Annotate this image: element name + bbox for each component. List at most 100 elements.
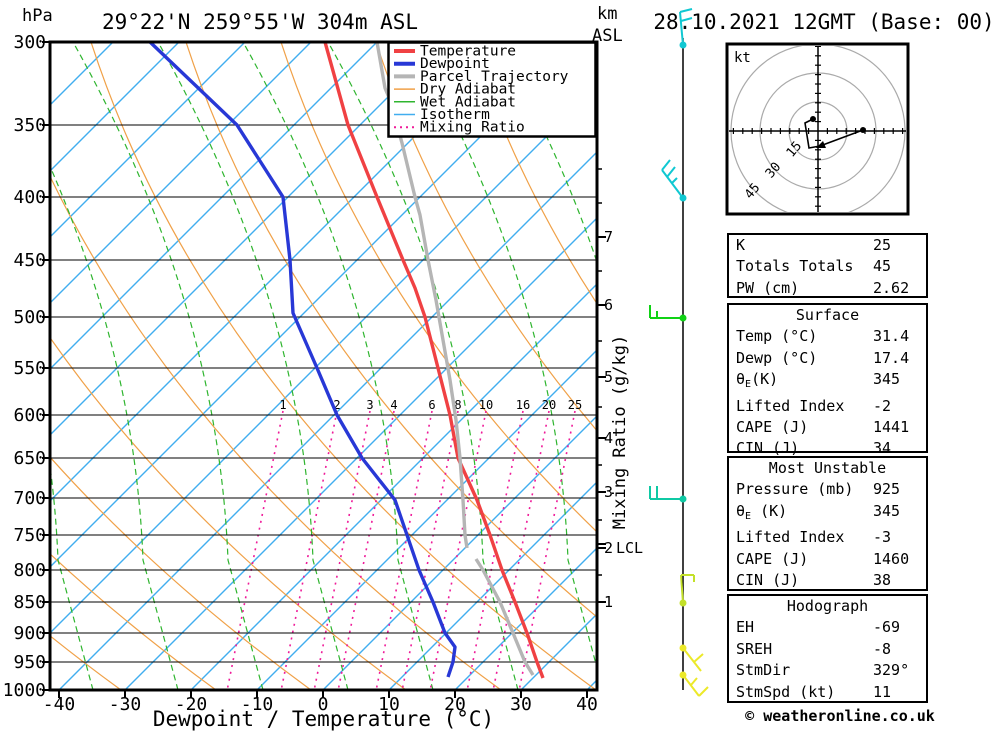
pressure-axis-unit: hPa	[22, 6, 53, 26]
row-label: PW (cm)	[736, 278, 800, 297]
mixing-ratio-label: 20	[542, 398, 556, 412]
isotherm-line	[51, 43, 443, 435]
isotherm-line	[389, 482, 596, 689]
watermark: © weatheronline.co.uk	[745, 707, 935, 725]
pressure-label-800: 800	[13, 560, 46, 581]
row-value: 45	[873, 257, 892, 276]
mixing-ratio-label: 10	[479, 398, 493, 412]
page-title: 29°22'N 259°55'W 304m ASL	[101, 10, 419, 34]
indices-table-surface: Surface Temp (°C) 31.4 Dewp (°C) 17.4 θE(K) 34…	[727, 303, 928, 457]
row-value: 17.4	[873, 348, 910, 367]
km-label-7: 7	[604, 228, 613, 246]
row-label: Pressure (mb)	[736, 480, 854, 499]
table-header: Hodograph	[786, 597, 869, 615]
table-row: CIN (J) 34	[729, 438, 926, 459]
x-tick-label--10: -10	[241, 694, 274, 715]
table-row: Pressure (mb) 925	[729, 479, 926, 500]
x-tick-label-40: 40	[576, 694, 598, 715]
mixing-ratio-line	[280, 410, 338, 689]
mixing-ratio-label: 1	[279, 398, 286, 412]
mixing-ratio-axis-label: Mixing Ratio (g/kg)	[610, 335, 630, 529]
dry-adiabat-line	[51, 176, 501, 689]
hodograph-unit: kt	[734, 50, 751, 66]
dry-adiabat-line	[280, 43, 596, 532]
wind-barb-column	[649, 8, 709, 697]
table-row: EH -69	[729, 617, 926, 638]
legend-entry-label: Temperature	[420, 44, 516, 60]
run-date: 28.10.2021 12GMT (Base: 00)	[653, 10, 995, 34]
indices-table-most-unstable: Most Unstable Pressure (mb) 925 θE (K) 345 Li…	[727, 456, 928, 591]
pressure-label-750: 750	[13, 525, 46, 546]
x-tick-label--20: -20	[175, 694, 208, 715]
dry-adiabat-line	[375, 43, 596, 431]
row-value: 2.62	[873, 278, 910, 297]
pressure-label-400: 400	[13, 187, 46, 208]
wind-barb	[649, 486, 687, 503]
pressure-label-950: 950	[13, 652, 46, 673]
row-label: θE (K)	[736, 501, 788, 522]
table-row: θE(K) 345	[729, 369, 926, 395]
table-header: Surface	[795, 306, 860, 324]
row-label: θE(K)	[736, 370, 779, 391]
row-label: Temp (°C)	[736, 327, 818, 346]
row-label: Lifted Index	[736, 396, 845, 415]
x-tick-label--30: -30	[109, 694, 142, 715]
lcl-label: LCL	[616, 539, 643, 557]
table-row: StmSpd (kt) 11	[729, 682, 926, 703]
wet-adiabat-line	[72, 43, 264, 689]
isotherm-line	[455, 548, 596, 689]
isotherm-line	[51, 43, 509, 501]
dry-adiabat-line	[90, 43, 596, 689]
legend-entry-label: Wet Adiabat	[420, 94, 516, 110]
wind-barb	[679, 644, 704, 672]
row-value: 329°	[873, 661, 910, 680]
km-label-5: 5	[604, 368, 613, 386]
wet-adiabat-line	[157, 43, 349, 689]
km-label-3: 3	[604, 483, 613, 501]
legend-entry-label: Mixing Ratio	[420, 120, 525, 136]
table-row: Totals Totals 45	[729, 256, 926, 277]
table-row: CIN (J) 38	[729, 570, 926, 591]
mixing-ratio-label: 6	[428, 398, 435, 412]
wet-adiabat-line	[497, 43, 596, 262]
legend-box	[387, 41, 597, 138]
x-axis-label: Dewpoint / Temperature (°C)	[152, 707, 495, 731]
mixing-ratio-line	[313, 410, 371, 689]
row-label: CIN (J)	[736, 571, 800, 590]
row-value: 925	[873, 480, 901, 499]
table-row: SREH -8	[729, 639, 926, 660]
x-tick-label-0: 0	[318, 694, 329, 715]
dewpoint-curve	[148, 43, 457, 678]
wind-barb	[679, 8, 693, 49]
row-value: 345	[873, 501, 901, 520]
table-row: θE (K) 345	[729, 501, 926, 527]
isotherm-line	[191, 284, 596, 689]
table-row: StmDir 329°	[729, 660, 926, 681]
pressure-label-850: 850	[13, 592, 46, 613]
wet-adiabat-line	[242, 43, 434, 689]
table-header: Most Unstable	[768, 459, 887, 477]
pressure-label-450: 450	[13, 250, 46, 271]
dry-adiabat-line	[51, 337, 406, 689]
row-value: -69	[873, 618, 901, 637]
hodograph-arrowhead	[816, 141, 826, 148]
legend-entry-label: Isotherm	[420, 107, 490, 123]
row-label: Lifted Index	[736, 528, 845, 547]
pressure-label-700: 700	[13, 488, 46, 509]
row-value: 1460	[873, 549, 910, 568]
pressure-label-900: 900	[13, 623, 46, 644]
x-tick-label--40: -40	[43, 694, 76, 715]
wind-barb	[661, 159, 687, 202]
row-value: -3	[873, 528, 892, 547]
x-tick-label-30: 30	[510, 694, 532, 715]
row-label: CAPE (J)	[736, 549, 809, 568]
table-row: Temp (°C) 31.4	[729, 326, 926, 347]
isotherm-line	[323, 416, 596, 689]
wind-barb	[679, 574, 695, 607]
row-value: -8	[873, 639, 892, 658]
table-row: CAPE (J) 1441	[729, 417, 926, 438]
